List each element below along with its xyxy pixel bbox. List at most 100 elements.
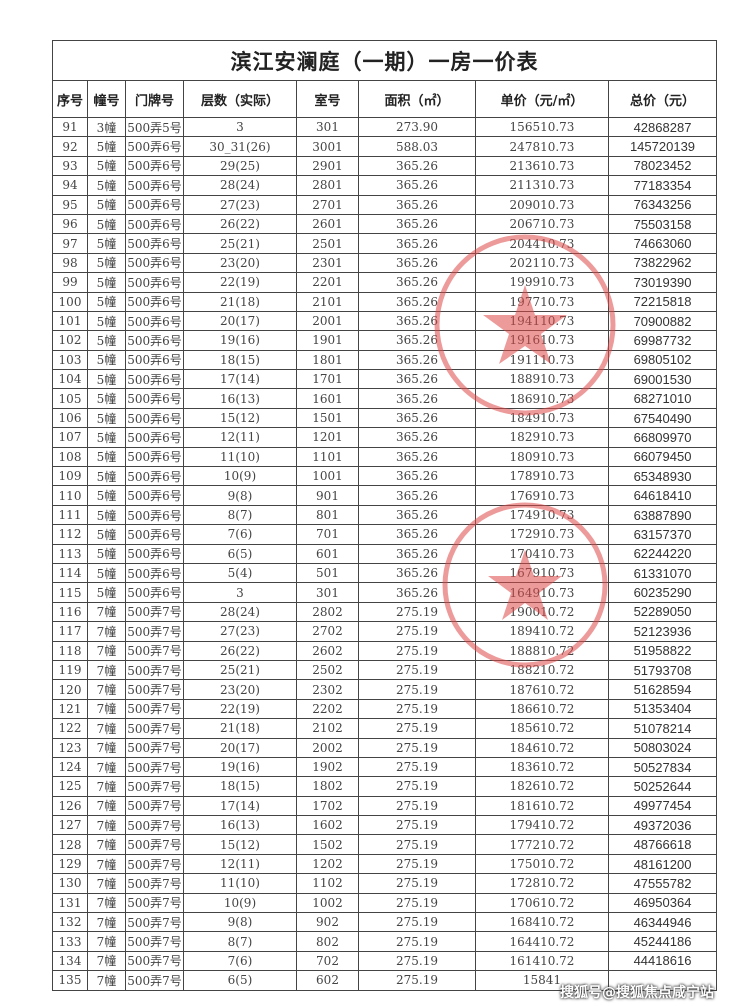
area-cell: 275.19	[358, 659, 476, 681]
row-number-cell: 110	[52, 485, 88, 506]
area-cell: 365.26	[358, 485, 476, 506]
floor-cell: 15(12)	[183, 834, 297, 855]
table-row: 97 5幢 500弄6号 25(21) 2501 365.26 204410.73 74663…	[52, 233, 717, 254]
area-cell: 365.26	[358, 543, 476, 564]
area-cell: 275.19	[358, 912, 476, 933]
row-number-cell: 105	[52, 388, 88, 409]
building-cell: 7幢	[87, 679, 126, 700]
door-number-cell: 500弄7号	[125, 970, 184, 991]
table-row: 122 7幢 500弄7号 21(18) 2102 275.19 185610.72 5107…	[52, 718, 717, 739]
room-number-cell: 3001	[296, 136, 359, 157]
floor-cell: 10(9)	[183, 892, 297, 914]
door-number-cell: 500弄6号	[125, 388, 184, 409]
building-cell: 7幢	[87, 718, 126, 739]
total-price-cell: 69001530	[608, 369, 717, 390]
room-number-cell: 1502	[296, 834, 359, 855]
door-number-cell: 500弄6号	[125, 330, 184, 351]
area-cell: 365.26	[358, 233, 476, 254]
total-price-cell: 42868287	[608, 116, 717, 138]
room-number-cell: 2302	[296, 679, 359, 700]
total-price-cell: 70900882	[608, 310, 717, 332]
door-number-cell: 500弄6号	[125, 562, 184, 584]
unit-price-cell: 164410.72	[475, 931, 609, 952]
table-row: 98 5幢 500弄6号 23(20) 2301 365.26 202110.73 73822…	[52, 252, 717, 274]
floor-cell: 17(14)	[183, 369, 297, 390]
total-price-cell: 66079450	[608, 446, 717, 468]
unit-price-cell: 213610.73	[475, 155, 609, 177]
building-cell: 7幢	[87, 815, 126, 836]
area-cell: 275.19	[358, 815, 476, 836]
floor-cell: 16(13)	[183, 815, 297, 836]
table-row: 113 5幢 500弄6号 6(5) 601 365.26 170410.73 6224422…	[52, 543, 717, 564]
unit-price-cell: 247810.73	[475, 136, 609, 157]
room-number-cell: 2202	[296, 698, 359, 720]
room-number-cell: 1001	[296, 466, 359, 487]
floor-cell: 7(6)	[183, 524, 297, 545]
floor-cell: 28(24)	[183, 175, 297, 196]
room-number-cell: 1202	[296, 853, 359, 875]
building-cell: 5幢	[87, 369, 126, 390]
door-number-cell: 500弄6号	[125, 291, 184, 312]
total-price-cell: 62244220	[608, 543, 717, 564]
building-cell: 5幢	[87, 310, 126, 332]
area-cell: 365.26	[358, 427, 476, 448]
room-number-cell: 2702	[296, 621, 359, 642]
building-cell: 7幢	[87, 873, 126, 894]
area-cell: 275.19	[358, 795, 476, 817]
table-row: 116 7幢 500弄7号 28(24) 2802 275.19 190010.72 5228…	[52, 601, 717, 623]
floor-cell: 23(20)	[183, 252, 297, 274]
room-number-cell: 801	[296, 504, 359, 526]
door-number-cell: 500弄6号	[125, 543, 184, 564]
unit-price-cell: 206710.73	[475, 213, 609, 235]
floor-cell: 15(12)	[183, 407, 297, 429]
room-number-cell: 2901	[296, 155, 359, 177]
floor-cell: 12(11)	[183, 427, 297, 448]
row-number-cell: 132	[52, 912, 88, 933]
unit-price-cell: 15841	[475, 970, 609, 991]
floor-cell: 12(11)	[183, 853, 297, 875]
watermark: 搜狐号@搜狐焦点咸宁站	[560, 985, 714, 1001]
total-price-cell: 47555782	[608, 873, 717, 894]
area-cell: 365.26	[358, 407, 476, 429]
room-number-cell: 1602	[296, 815, 359, 836]
room-number-cell: 701	[296, 524, 359, 545]
total-price-cell: 64618410	[608, 485, 717, 506]
area-cell: 275.19	[358, 853, 476, 875]
room-number-cell: 1102	[296, 873, 359, 894]
total-price-cell: 49372036	[608, 815, 717, 836]
room-number-cell: 1701	[296, 369, 359, 390]
door-number-cell: 500弄6号	[125, 466, 184, 487]
door-number-cell: 500弄6号	[125, 582, 184, 603]
room-number-cell: 1702	[296, 795, 359, 817]
door-number-cell: 500弄6号	[125, 213, 184, 235]
door-number-cell: 500弄7号	[125, 776, 184, 797]
unit-price-cell: 182910.73	[475, 427, 609, 448]
room-number-cell: 2701	[296, 194, 359, 215]
area-cell: 365.26	[358, 562, 476, 584]
total-price-cell: 78023452	[608, 155, 717, 177]
unit-price-cell: 181610.72	[475, 795, 609, 817]
room-number-cell: 2802	[296, 601, 359, 623]
door-number-cell: 500弄7号	[125, 853, 184, 875]
column-header: 总价（元）	[608, 80, 717, 118]
total-price-cell: 73019390	[608, 272, 717, 293]
building-cell: 5幢	[87, 466, 126, 487]
total-price-cell: 44418616	[608, 950, 717, 972]
total-price-cell: 49977454	[608, 795, 717, 817]
row-number-cell: 112	[52, 524, 88, 545]
unit-price-cell: 170610.72	[475, 892, 609, 914]
column-header: 序号	[52, 80, 88, 118]
total-price-cell: 52123936	[608, 621, 717, 642]
floor-cell: 27(23)	[183, 621, 297, 642]
total-price-cell: 73822962	[608, 252, 717, 274]
row-number-cell: 113	[52, 543, 88, 564]
table-row: 107 5幢 500弄6号 12(11) 1201 365.26 182910.73 6680…	[52, 427, 717, 448]
table-row: 99 5幢 500弄6号 22(19) 2201 365.26 199910.73 73019…	[52, 272, 717, 293]
building-cell: 5幢	[87, 194, 126, 215]
room-number-cell: 1002	[296, 892, 359, 914]
row-number-cell: 116	[52, 601, 88, 623]
area-cell: 365.26	[358, 213, 476, 235]
table-row: 91 3幢 500弄5号 3 301 273.90 156510.73 42868287	[52, 116, 717, 138]
room-number-cell: 2801	[296, 175, 359, 196]
room-number-cell: 2101	[296, 291, 359, 312]
